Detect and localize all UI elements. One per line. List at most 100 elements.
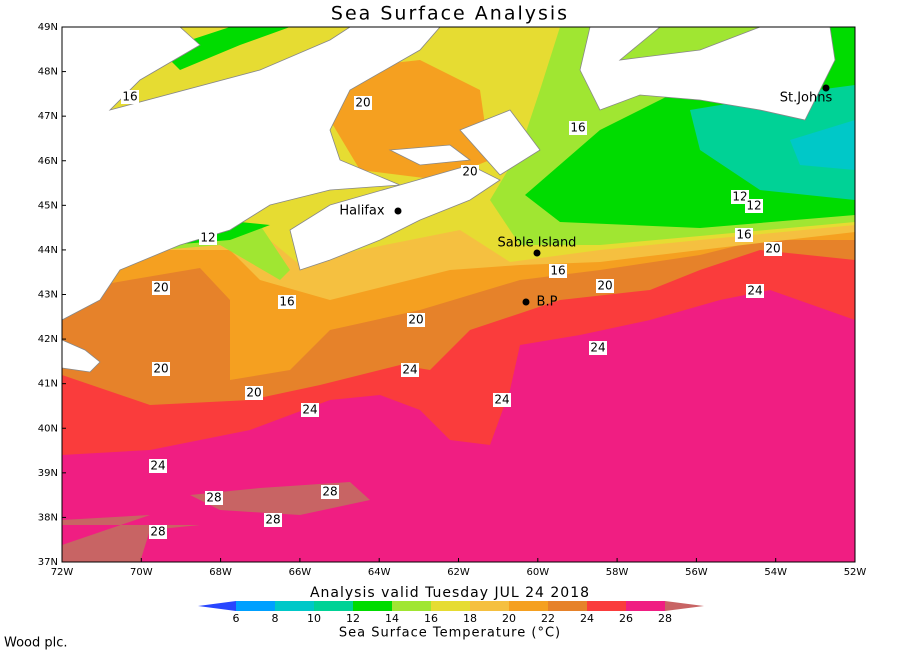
contour-label: 20 [153, 281, 168, 295]
colorbar-segment [587, 601, 626, 611]
lon-tick-label: 52W [844, 567, 867, 578]
lon-tick-label: 70W [130, 567, 153, 578]
lat-tick-label: 42N [38, 334, 58, 345]
lat-tick-label: 39N [38, 468, 58, 479]
contour-label-bg [278, 295, 296, 309]
contour-label-bg [121, 90, 139, 104]
contour-label-bg [149, 459, 167, 473]
lat-tick-label: 45N [38, 200, 58, 211]
contour-label: 24 [494, 393, 509, 407]
contour-label: 20 [765, 242, 780, 256]
lon-tick-label: 68W [209, 567, 232, 578]
lat-tick-label: 47N [38, 111, 58, 122]
contour-label: 24 [150, 459, 165, 473]
colorbar-tick-label: 10 [307, 612, 321, 625]
lon-tick-label: 54W [764, 567, 787, 578]
colorbar-tick-label: 28 [658, 612, 672, 625]
contour-label: 24 [747, 284, 762, 298]
colorbar-arrow [665, 601, 704, 611]
contour-label: 24 [402, 363, 417, 377]
contour-label-bg [301, 403, 319, 417]
contour-label-bg [735, 228, 753, 242]
colorbar-segment [314, 601, 353, 611]
title: Sea Surface Analysis [331, 3, 569, 25]
contour-label-bg [569, 121, 587, 135]
lon-tick-label: 56W [685, 567, 708, 578]
colorbar-tick-label: 20 [502, 612, 516, 625]
colorbar-tick-label: 12 [346, 612, 360, 625]
contour-label: 16 [122, 90, 137, 104]
contour-label: 16 [550, 264, 565, 278]
contour-label: 16 [279, 295, 294, 309]
colorbar-segment [275, 601, 314, 611]
colorbar-tick-label: 24 [580, 612, 594, 625]
contour-label: 12 [200, 231, 215, 245]
colorbar-segment [509, 601, 548, 611]
contour-label: 24 [302, 403, 317, 417]
contour-label: 28 [322, 485, 337, 499]
contour-label-bg [152, 362, 170, 376]
contour-label-bg [407, 313, 425, 327]
contour-label: 20 [462, 165, 477, 179]
lat-tick-label: 43N [38, 290, 58, 301]
colorbar-segment [626, 601, 665, 611]
colorbar-tick-label: 22 [541, 612, 555, 625]
colorbar-tick-label: 6 [233, 612, 240, 625]
subtitle: Analysis valid Tuesday JUL 24 2018 [310, 585, 590, 601]
lon-tick-label: 66W [289, 567, 312, 578]
colorbar-arrow [198, 601, 236, 611]
contour-label: 28 [150, 525, 165, 539]
place-label: B.P [537, 295, 558, 310]
contour-label-bg [199, 231, 217, 245]
land [62, 27, 836, 373]
lat-tick-label: 44N [38, 245, 58, 256]
lat-tick-label: 41N [38, 379, 58, 390]
place-label: Sable Island [498, 236, 577, 251]
lon-tick-label: 60W [526, 567, 549, 578]
lat-tick-label: 40N [38, 423, 58, 434]
place-dot [822, 84, 830, 92]
lon-tick-label: 62W [447, 567, 470, 578]
colorbar-tick-label: 14 [385, 612, 399, 625]
contour-label-bg [152, 281, 170, 295]
contour-label-bg [149, 525, 167, 539]
contour-label: 28 [265, 513, 280, 527]
contour-label-bg [745, 199, 763, 213]
colorbar-segment [353, 601, 392, 611]
lat-tick-label: 38N [38, 512, 58, 523]
contour-label-bg [461, 165, 479, 179]
contour-label: 12 [746, 199, 761, 213]
contour-label-bg [764, 242, 782, 256]
lon-tick-label: 64W [368, 567, 391, 578]
lat-tick-label: 49N [38, 22, 58, 33]
place-dot [522, 298, 530, 306]
lat-tick-label: 46N [38, 156, 58, 167]
contour-label-bg [245, 386, 263, 400]
contour-label-bg [731, 190, 749, 204]
contour-label: 16 [570, 121, 585, 135]
place-dot [533, 249, 541, 257]
contour-label-bg [205, 491, 223, 505]
contour-label-bg [746, 284, 764, 298]
contour-label-bg [264, 513, 282, 527]
colorbar-segment [431, 601, 470, 611]
contour-label-bg [321, 485, 339, 499]
colorbar-segment [548, 601, 587, 611]
contour-label: 20 [597, 279, 612, 293]
lon-tick-label: 72W [51, 567, 74, 578]
footer: Wood plc. [4, 636, 68, 651]
contour-label: 20 [153, 362, 168, 376]
colorbar-segment [470, 601, 509, 611]
colorbar-segment [392, 601, 431, 611]
contour-label-bg [493, 393, 511, 407]
contour-label: 12 [732, 190, 747, 204]
contour-label-bg [549, 264, 567, 278]
contour-label-bg [596, 279, 614, 293]
colorbar-tick-label: 26 [619, 612, 633, 625]
colorbar-tick-label: 8 [272, 612, 279, 625]
colorbar-title: Sea Surface Temperature (°C) [339, 626, 561, 641]
map [62, 27, 855, 562]
contour-label: 20 [408, 313, 423, 327]
contour-label: 16 [736, 228, 751, 242]
place-dot [394, 207, 402, 215]
